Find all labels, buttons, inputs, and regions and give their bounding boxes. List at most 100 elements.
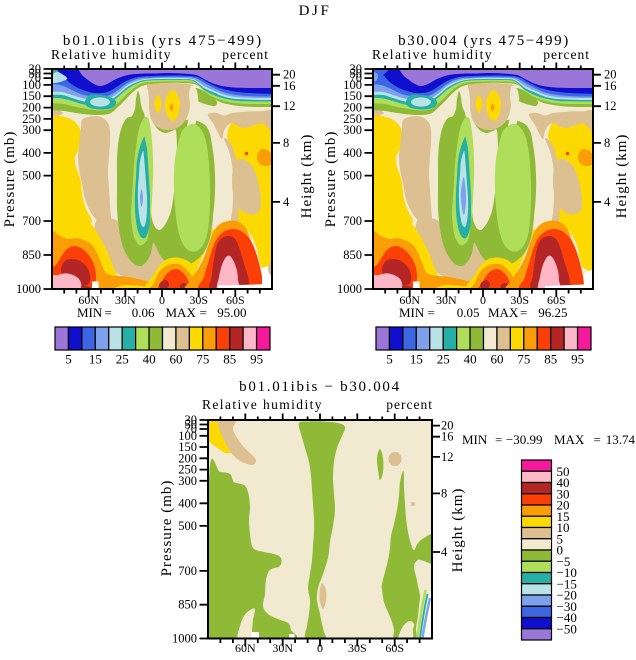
svg-text:MAX: MAX xyxy=(554,432,585,447)
svg-text:70: 70 xyxy=(185,422,198,436)
svg-text:Pressure (mb): Pressure (mb) xyxy=(2,131,18,228)
svg-text:700: 700 xyxy=(22,214,41,228)
svg-text:50: 50 xyxy=(185,418,198,432)
svg-text:850: 850 xyxy=(178,598,197,612)
svg-text:15: 15 xyxy=(557,509,570,524)
svg-text:20: 20 xyxy=(604,68,617,82)
svg-text:100: 100 xyxy=(343,78,362,92)
svg-text:MAX: MAX xyxy=(166,305,197,320)
svg-text:b01.01ibis − b30.004: b01.01ibis − b30.004 xyxy=(239,379,401,395)
svg-text:700: 700 xyxy=(343,214,362,228)
svg-text:200: 200 xyxy=(178,451,197,465)
svg-text:250: 250 xyxy=(22,112,41,126)
svg-text:12: 12 xyxy=(283,99,296,113)
svg-text:60: 60 xyxy=(169,352,182,367)
svg-text:percent: percent xyxy=(222,47,269,62)
svg-text:60S: 60S xyxy=(385,641,404,655)
svg-text:8: 8 xyxy=(604,136,610,150)
svg-text:Height (km): Height (km) xyxy=(450,488,466,573)
svg-text:15: 15 xyxy=(89,352,102,367)
svg-text:60: 60 xyxy=(490,352,503,367)
svg-text:500: 500 xyxy=(343,169,362,183)
svg-text:8: 8 xyxy=(441,486,447,500)
svg-text:60N: 60N xyxy=(399,293,420,307)
svg-text:8: 8 xyxy=(283,136,289,150)
svg-text:70: 70 xyxy=(350,71,363,85)
svg-text:Relative humidity: Relative humidity xyxy=(372,47,493,62)
svg-text:Pressure (mb): Pressure (mb) xyxy=(323,131,339,228)
svg-text:50: 50 xyxy=(557,464,570,479)
svg-text:30: 30 xyxy=(29,62,42,76)
svg-text:MIN: MIN xyxy=(462,432,488,447)
svg-text:400: 400 xyxy=(178,496,197,510)
svg-text:0.05: 0.05 xyxy=(457,305,480,320)
svg-text:30: 30 xyxy=(557,486,570,501)
svg-text:Relative humidity: Relative humidity xyxy=(202,397,323,412)
svg-text:30: 30 xyxy=(350,62,363,76)
svg-text:400: 400 xyxy=(343,146,362,160)
svg-text:b01.01ibis (yrs 475−499): b01.01ibis (yrs 475−499) xyxy=(63,33,263,49)
svg-text:30: 30 xyxy=(185,413,198,427)
svg-text:85: 85 xyxy=(544,352,557,367)
svg-text:30N: 30N xyxy=(436,293,457,307)
svg-text:60S: 60S xyxy=(226,293,245,307)
svg-text:75: 75 xyxy=(517,352,530,367)
svg-text:=: = xyxy=(594,432,601,447)
svg-text:95.00: 95.00 xyxy=(217,305,246,320)
svg-text:15: 15 xyxy=(410,352,423,367)
svg-text:95: 95 xyxy=(571,352,584,367)
svg-text:Relative humidity: Relative humidity xyxy=(51,47,172,62)
svg-text:5: 5 xyxy=(557,531,564,546)
svg-text:1000: 1000 xyxy=(172,632,197,646)
svg-text:500: 500 xyxy=(22,169,41,183)
svg-text:100: 100 xyxy=(178,429,197,443)
svg-text:12: 12 xyxy=(441,450,454,464)
svg-text:300: 300 xyxy=(22,123,41,137)
svg-text:500: 500 xyxy=(178,519,197,533)
svg-text:200: 200 xyxy=(22,101,41,115)
svg-text:30N: 30N xyxy=(272,641,293,655)
svg-text:850: 850 xyxy=(22,248,41,262)
svg-text:150: 150 xyxy=(178,440,197,454)
svg-text:250: 250 xyxy=(178,463,197,477)
svg-text:16: 16 xyxy=(283,79,296,93)
svg-text:−5: −5 xyxy=(557,554,571,569)
svg-text:1000: 1000 xyxy=(337,282,362,296)
svg-text:50: 50 xyxy=(350,67,363,81)
svg-text:−20: −20 xyxy=(557,588,577,603)
svg-text:150: 150 xyxy=(343,89,362,103)
svg-text:96.25: 96.25 xyxy=(538,305,567,320)
svg-text:20: 20 xyxy=(441,419,454,433)
svg-text:1000: 1000 xyxy=(16,282,41,296)
svg-text:−30.99: −30.99 xyxy=(506,432,543,447)
svg-text:−15: −15 xyxy=(557,576,577,591)
svg-text:60S: 60S xyxy=(547,293,566,307)
svg-text:0: 0 xyxy=(557,543,564,558)
svg-text:MIN: MIN xyxy=(399,305,425,320)
svg-text:−30: −30 xyxy=(557,599,577,614)
svg-text:Height (km): Height (km) xyxy=(614,134,630,219)
svg-text:95: 95 xyxy=(250,352,263,367)
svg-text:percent: percent xyxy=(386,397,433,412)
svg-text:700: 700 xyxy=(178,564,197,578)
svg-text:30N: 30N xyxy=(115,293,136,307)
svg-text:300: 300 xyxy=(178,474,197,488)
svg-text:Pressure (mb): Pressure (mb) xyxy=(159,480,175,577)
svg-text:10: 10 xyxy=(557,520,570,535)
svg-text:−40: −40 xyxy=(557,610,577,625)
svg-text:16: 16 xyxy=(441,430,454,444)
svg-text:4: 4 xyxy=(604,195,611,209)
svg-text:200: 200 xyxy=(343,101,362,115)
svg-text:percent: percent xyxy=(543,47,590,62)
svg-text:250: 250 xyxy=(343,112,362,126)
svg-text:0.06: 0.06 xyxy=(132,305,155,320)
svg-text:16: 16 xyxy=(604,79,617,93)
svg-text:40: 40 xyxy=(143,352,156,367)
svg-text:0: 0 xyxy=(317,641,323,655)
svg-text:13.74: 13.74 xyxy=(606,432,636,447)
svg-text:40: 40 xyxy=(557,475,570,490)
svg-text:0: 0 xyxy=(480,293,486,307)
svg-text:DJF: DJF xyxy=(299,3,332,19)
svg-text:=: = xyxy=(105,305,112,320)
svg-text:−10: −10 xyxy=(557,565,577,580)
